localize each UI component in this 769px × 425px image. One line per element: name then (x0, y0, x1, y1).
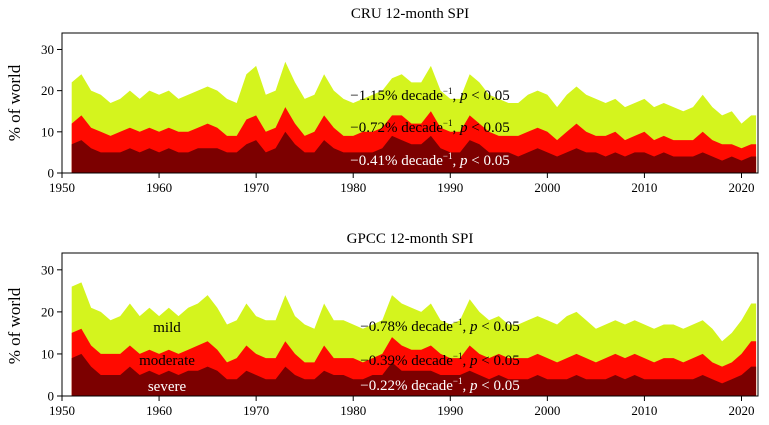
gpcc-x-tick-label: 1970 (243, 403, 269, 418)
gpcc-x-tick-label: 1980 (340, 403, 366, 418)
gpcc-x-tick-label: 2010 (631, 403, 657, 418)
cru-y-axis-label: % of world (5, 64, 24, 141)
gpcc-plot-frame (61, 252, 759, 397)
cru-mild-trend-annotation: −1.15% decade−1, p < 0.05 (350, 86, 509, 104)
cru-chart-title: CRU 12-month SPI (351, 6, 469, 22)
gpcc-y-tick-label: 20 (41, 304, 54, 319)
legend-label-mild: mild (153, 320, 181, 336)
gpcc-x-tick-label: 1990 (437, 403, 463, 418)
cru-y-tick-label: 10 (41, 124, 54, 139)
cru-moderate-trend-annotation: −0.72% decade−1, p < 0.05 (350, 118, 509, 136)
cru-y-tick-label: 20 (41, 83, 54, 98)
gpcc-x-tick-label: 2020 (728, 403, 754, 418)
gpcc-axes: 1950 1960 1970 1980 1990 2000 2010 2020 0 10 20 30 (41, 252, 759, 418)
gpcc-severe-area (71, 353, 757, 396)
cru-axes: 1950 1960 1970 1980 1990 2000 2010 2020 0 10 20 30 (41, 32, 759, 195)
cru-plot-frame (61, 32, 759, 174)
gpcc-y-tick-label: 10 (41, 346, 54, 361)
cru-x-tick-label: 2020 (728, 180, 754, 195)
gpcc-severe-trend-annotation: −0.22% decade−1, p < 0.05 (360, 376, 519, 394)
cru-x-tick-label: 1950 (49, 180, 75, 195)
gpcc-chart-title: GPCC 12-month SPI (347, 231, 474, 247)
gpcc-y-tick-label: 0 (48, 389, 55, 404)
cru-x-tick-label: 2000 (534, 180, 560, 195)
cru-y-tick-label: 0 (48, 166, 55, 181)
cru-areas (71, 61, 757, 173)
cru-x-tick-label: 1960 (146, 180, 172, 195)
cru-panel: CRU 12-month SPI % of world 1950 1960 1970… (5, 6, 759, 195)
gpcc-x-tick-label: 2000 (534, 403, 560, 418)
gpcc-panel: GPCC 12-month SPI % of world 1950 1960 197… (5, 231, 759, 418)
gpcc-x-tick-label: 1960 (146, 403, 172, 418)
cru-y-tick-label: 30 (41, 42, 54, 57)
cru-x-tick-label: 1980 (340, 180, 366, 195)
cru-x-tick-label: 1970 (243, 180, 269, 195)
cru-x-tick-label: 1990 (437, 180, 463, 195)
cru-severe-area (71, 131, 757, 173)
gpcc-y-tick-label: 30 (41, 262, 54, 277)
gpcc-areas (71, 282, 757, 396)
cru-x-tick-label: 2010 (631, 180, 657, 195)
gpcc-moderate-trend-annotation: −0.39% decade−1, p < 0.05 (360, 351, 519, 369)
legend-label-severe: severe (148, 379, 187, 395)
gpcc-x-tick-label: 1950 (49, 403, 75, 418)
gpcc-y-axis-label: % of world (5, 287, 24, 364)
gpcc-mild-trend-annotation: −0.78% decade−1, p < 0.05 (360, 317, 519, 335)
legend-label-moderate: moderate (139, 353, 195, 369)
cru-severe-trend-annotation: −0.41% decade−1, p < 0.05 (350, 151, 509, 169)
